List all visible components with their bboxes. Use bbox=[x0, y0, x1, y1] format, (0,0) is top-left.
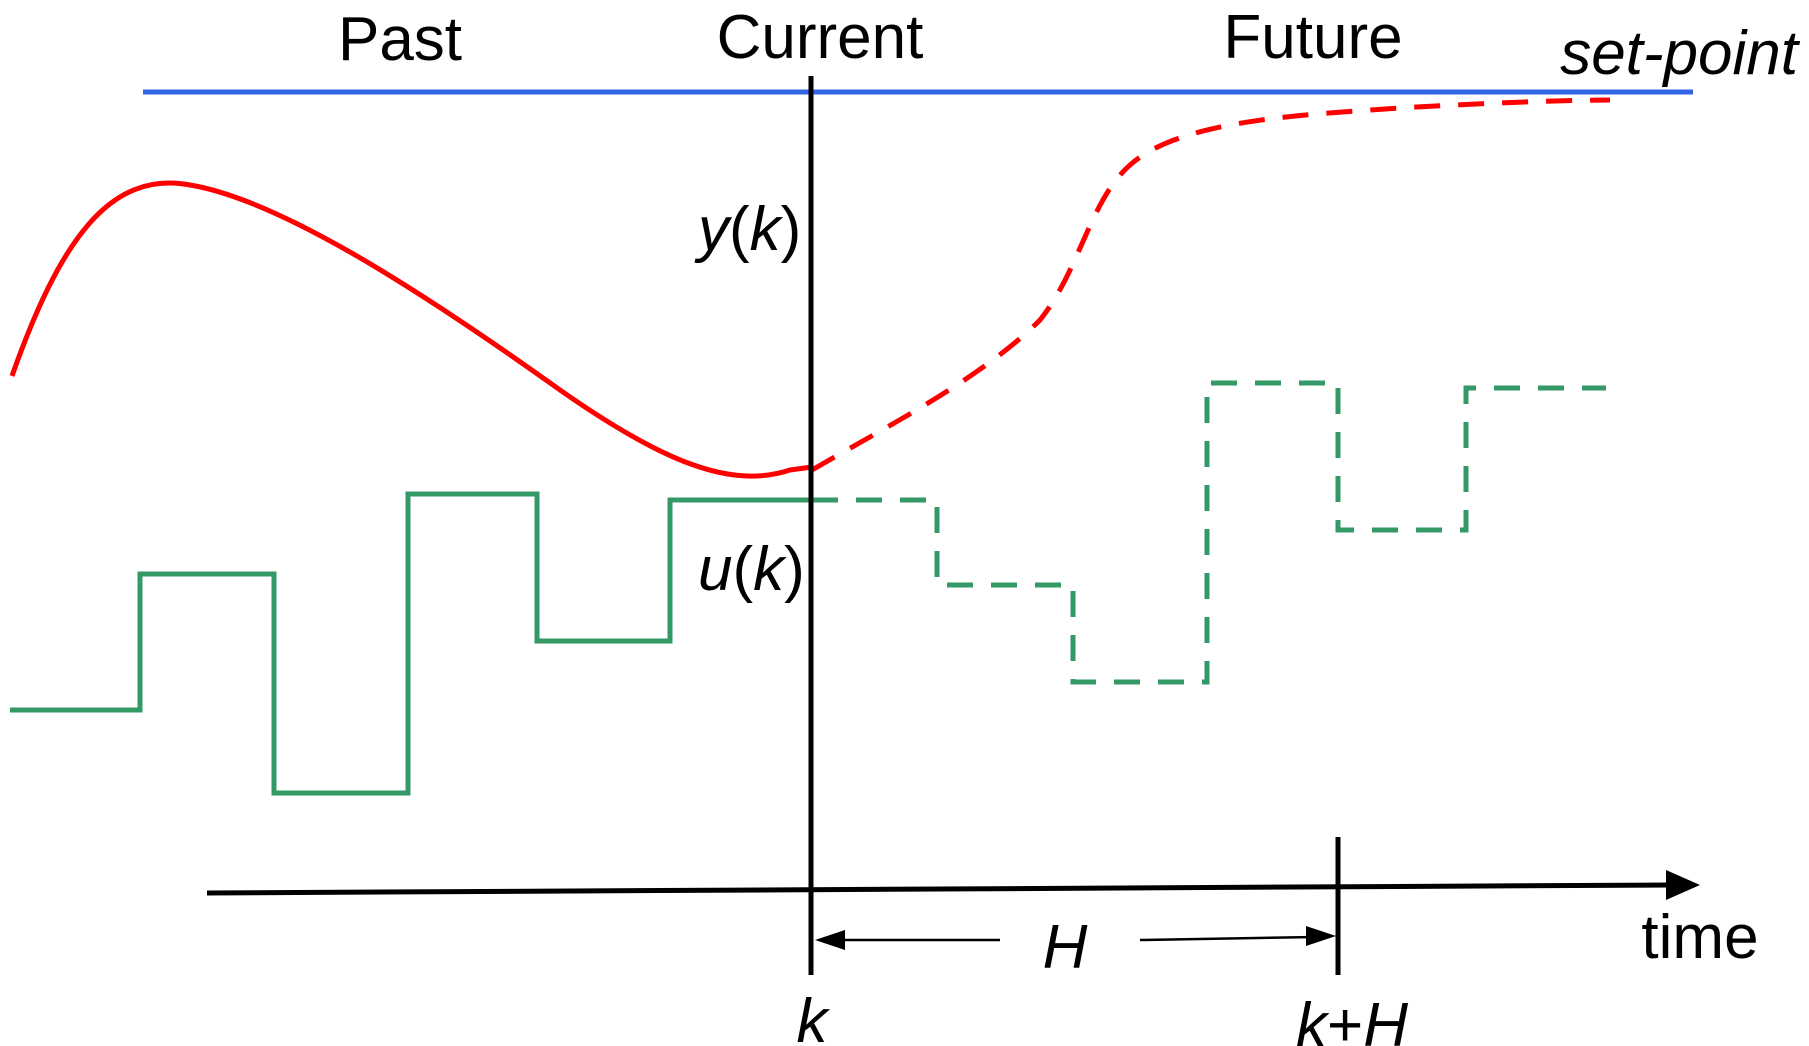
horizon-arrowhead-right bbox=[1306, 926, 1336, 946]
label-future: Future bbox=[1223, 3, 1402, 72]
label-current: Current bbox=[717, 3, 924, 72]
time-axis bbox=[207, 885, 1670, 893]
label-input: u(k) bbox=[698, 535, 805, 604]
label-k: k bbox=[797, 987, 831, 1046]
predicted-output-curve bbox=[812, 100, 1610, 470]
horizon-arrow-right bbox=[1140, 937, 1315, 940]
past-input-steps bbox=[10, 494, 812, 793]
label-setpoint: set-point bbox=[1560, 19, 1801, 88]
future-input-steps bbox=[812, 383, 1606, 682]
label-k-plus-h: k+H bbox=[1296, 991, 1408, 1046]
label-time: time bbox=[1641, 903, 1758, 972]
past-output-curve bbox=[12, 183, 812, 476]
time-axis-arrowhead bbox=[1666, 870, 1700, 900]
label-past: Past bbox=[338, 5, 462, 74]
label-output: y(k) bbox=[694, 195, 801, 264]
horizon-arrowhead-left bbox=[815, 930, 845, 950]
label-horizon: H bbox=[1043, 913, 1088, 982]
